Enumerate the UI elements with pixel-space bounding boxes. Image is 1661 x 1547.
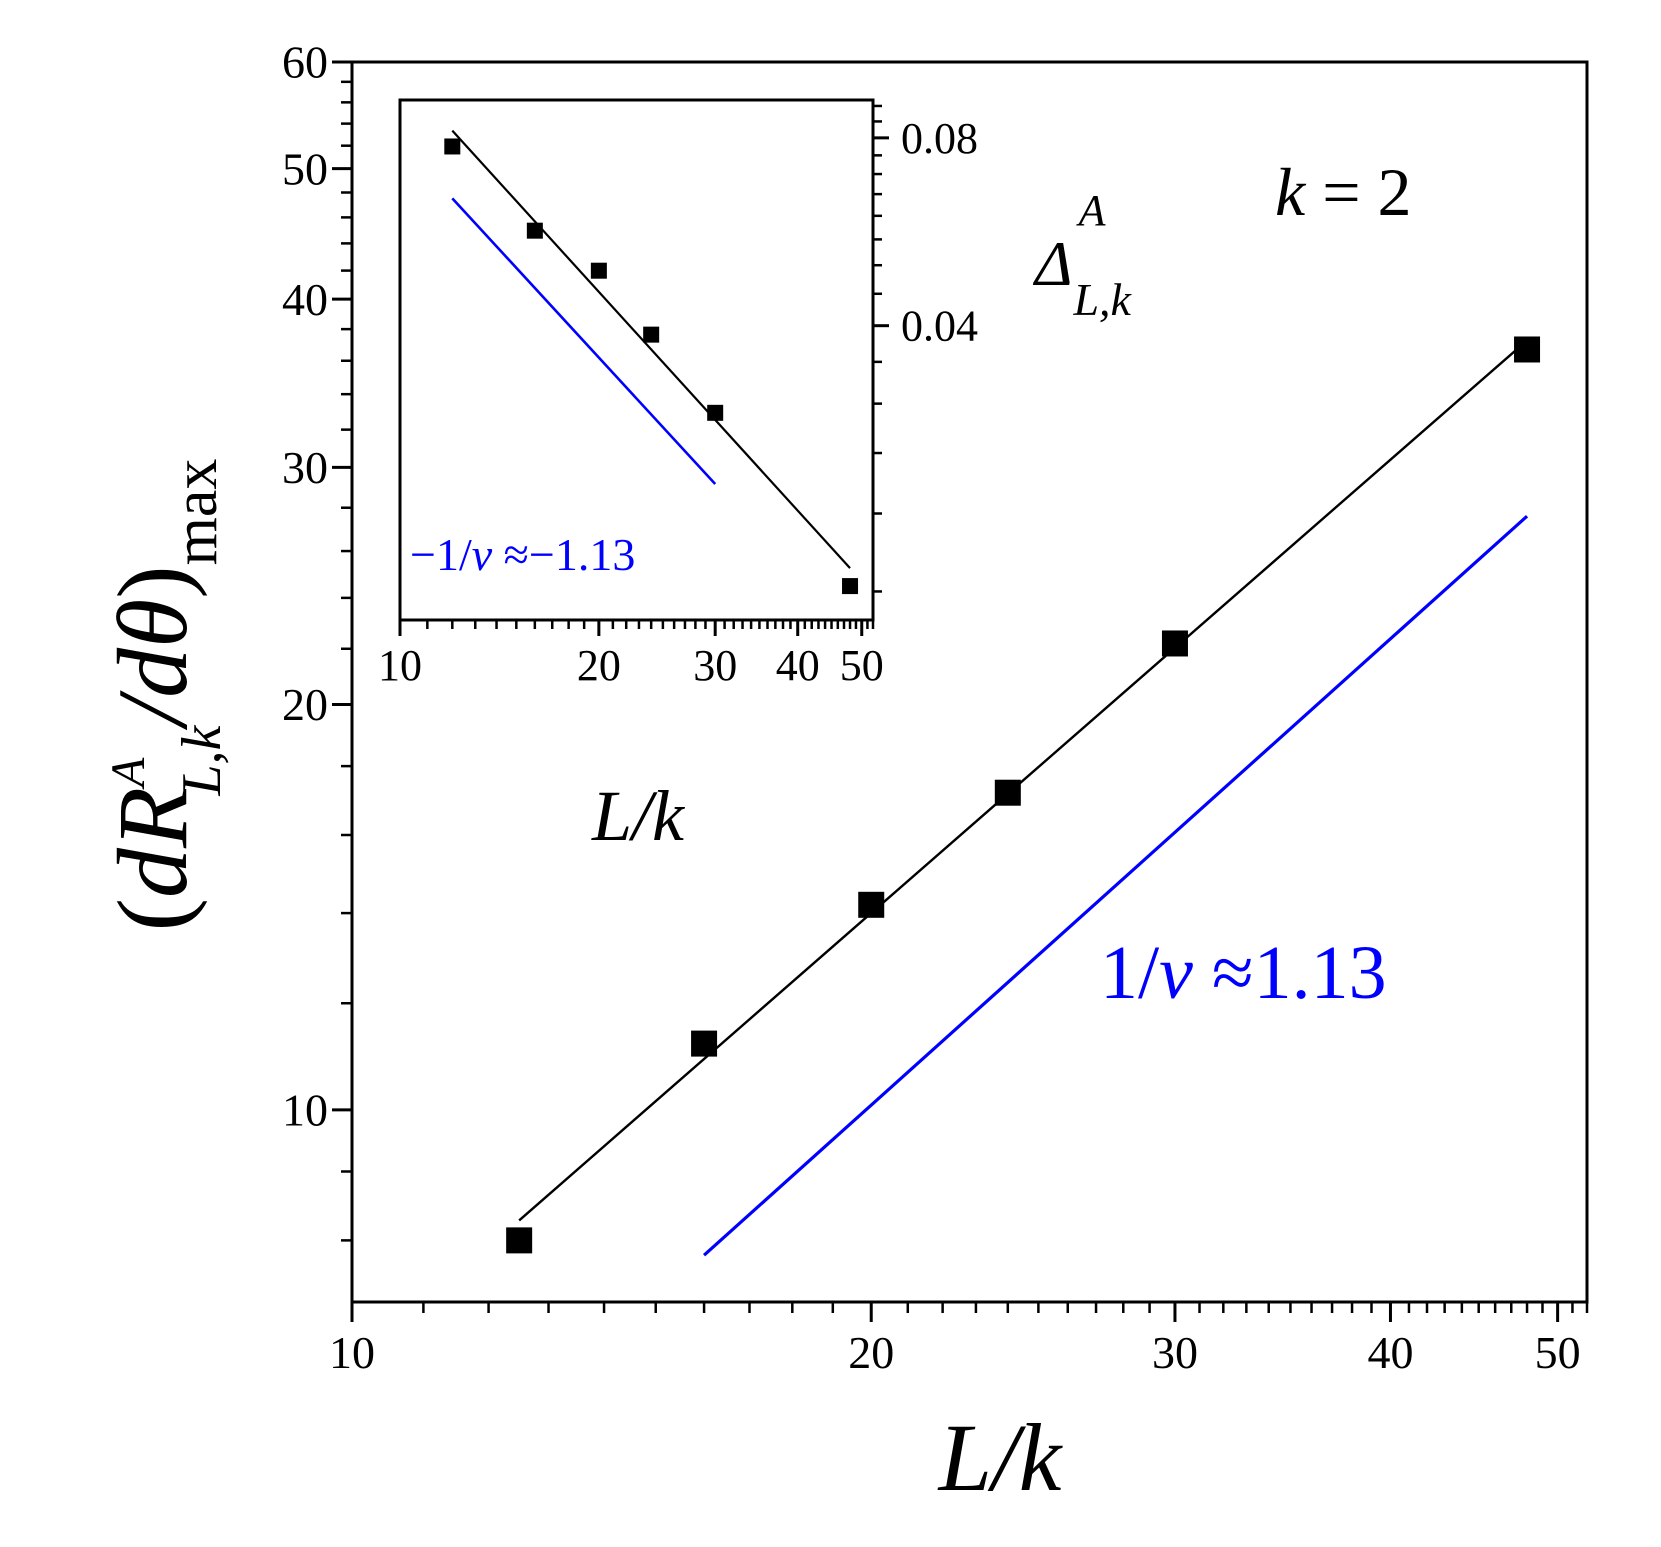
data-point-marker — [858, 891, 885, 918]
slope-guide-line — [703, 514, 1529, 1257]
main-x-axis-label: L/k — [937, 1404, 1064, 1511]
slope-guide-line — [451, 197, 717, 485]
y-tick-label: 20 — [282, 679, 328, 730]
main-series — [506, 336, 1541, 1257]
data-point-marker — [691, 1030, 718, 1057]
data-point-marker — [1514, 336, 1541, 363]
data-point-marker — [1161, 630, 1188, 657]
data-point-marker — [590, 262, 607, 279]
y-tick-label: 0.04 — [901, 302, 978, 351]
y-tick-label: 30 — [282, 442, 328, 493]
main-y-axis-label: (dRA L,k/dθ)max — [97, 459, 233, 932]
main-ticks — [332, 60, 1589, 1322]
y-tick-label: 60 — [282, 37, 328, 88]
y-tick-label: 50 — [282, 143, 328, 194]
inset-ticks — [398, 104, 889, 636]
x-tick-label: 50 — [840, 641, 884, 690]
fit-line — [451, 129, 851, 569]
k-annotation: k = 2 — [1275, 154, 1412, 230]
inset-y-axis-label: ΔA L,k — [1032, 186, 1133, 325]
inset-labels: 10 20 30 40 50 0.04 0.08 — [378, 114, 978, 690]
data-point-marker — [643, 326, 660, 343]
x-tick-label: 20 — [577, 641, 621, 690]
data-point-marker — [444, 138, 461, 155]
inset-plot: 10 20 30 40 50 0.04 0.08 L/k ΔA L,k −1/ν ≈−1.13 — [378, 98, 1133, 856]
inset-x-axis-label: L/k — [591, 776, 686, 856]
y-tick-label: 40 — [282, 274, 328, 325]
main-slope-label: 1/ν ≈1.13 — [1100, 931, 1387, 1015]
fit-line — [518, 339, 1528, 1222]
inset-slope-label: −1/ν ≈−1.13 — [410, 529, 635, 580]
x-tick-label: 10 — [329, 1327, 375, 1378]
x-tick-label: 20 — [848, 1327, 894, 1378]
main-plot: 10 20 30 40 50 10 20 30 40 50 60 L/k (dRA L,k/dθ)ma… — [97, 37, 1589, 1511]
inset-series — [444, 129, 859, 595]
y-tick-label: 0.08 — [901, 114, 978, 163]
x-tick-label: 30 — [693, 641, 737, 690]
x-tick-label: 50 — [1535, 1327, 1581, 1378]
inset-plot-frame — [398, 98, 875, 622]
x-tick-label: 40 — [776, 641, 820, 690]
y-tick-label: 10 — [282, 1085, 328, 1136]
main-plot-frame — [350, 60, 1589, 1304]
x-tick-label: 30 — [1152, 1327, 1198, 1378]
data-point-marker — [506, 1227, 533, 1254]
data-point-marker — [707, 404, 724, 421]
data-point-marker — [842, 578, 859, 595]
main-labels: 10 20 30 40 50 10 20 30 40 50 60 — [282, 37, 1581, 1378]
x-tick-label: 10 — [378, 641, 422, 690]
x-tick-label: 40 — [1367, 1327, 1413, 1378]
data-point-marker — [994, 779, 1021, 806]
data-point-marker — [526, 222, 543, 239]
